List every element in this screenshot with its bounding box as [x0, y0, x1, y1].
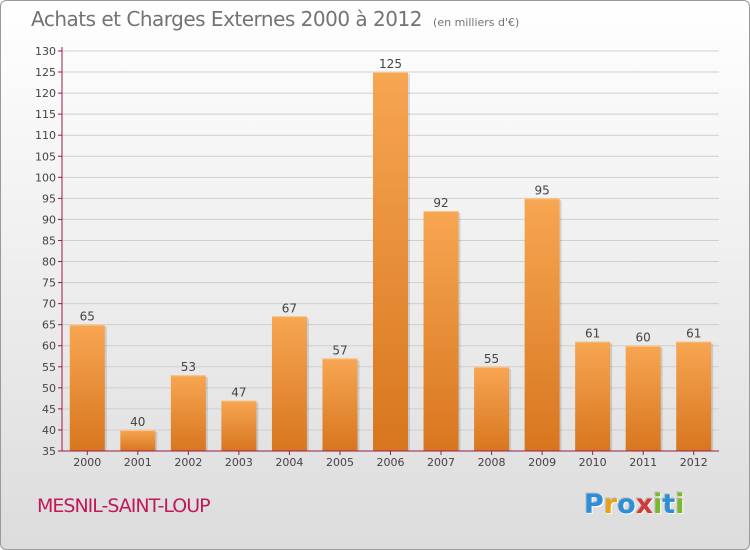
- x-tick-label: 2010: [579, 456, 607, 469]
- x-tick-label: 2005: [326, 456, 354, 469]
- brand-letter: x: [635, 489, 654, 520]
- bar: [322, 358, 358, 451]
- bar-value-label: 57: [332, 343, 347, 357]
- brand-letter: i: [675, 489, 685, 520]
- y-tick-label: 90: [42, 213, 56, 226]
- y-tick-label: 45: [42, 403, 56, 416]
- y-tick-label: 85: [42, 234, 56, 247]
- y-tick-label: 70: [42, 298, 56, 311]
- brand-letter: o: [617, 489, 636, 520]
- bar-value-label: 95: [534, 183, 549, 197]
- x-tick-label: 2009: [528, 456, 556, 469]
- bar-value-label: 40: [130, 415, 145, 429]
- brand-letter: P: [584, 489, 604, 520]
- y-tick-label: 40: [42, 424, 56, 437]
- bar: [271, 316, 307, 451]
- y-tick-label: 100: [35, 171, 56, 184]
- bar-value-label: 47: [231, 385, 246, 399]
- brand-letter: t: [662, 489, 676, 520]
- x-tick-label: 2011: [629, 456, 657, 469]
- bar-value-label: 125: [379, 57, 402, 71]
- x-tick-label: 2001: [124, 456, 152, 469]
- y-tick-label: 65: [42, 319, 56, 332]
- x-tick-label: 2008: [478, 456, 506, 469]
- x-tick-label: 2004: [275, 456, 303, 469]
- bar: [120, 429, 156, 451]
- y-tick-label: 60: [42, 340, 56, 353]
- brand-letter: i: [653, 489, 663, 520]
- x-tick-label: 2006: [377, 456, 405, 469]
- y-tick-label: 75: [42, 277, 56, 290]
- bar-value-label: 55: [484, 352, 499, 366]
- bar-value-label: 67: [282, 301, 297, 315]
- bar-value-label: 65: [80, 310, 95, 324]
- y-tick-label: 50: [42, 382, 56, 395]
- bar-value-label: 60: [636, 331, 651, 345]
- title-row: Achats et Charges Externes 2000 à 2012 (…: [31, 7, 519, 31]
- bar: [625, 345, 661, 451]
- bar-value-label: 61: [686, 327, 701, 341]
- x-tick-label: 2002: [174, 456, 202, 469]
- bar: [221, 400, 257, 451]
- y-tick-label: 120: [35, 87, 56, 100]
- y-tick-label: 95: [42, 192, 56, 205]
- commune-name: MESNIL-SAINT-LOUP: [37, 495, 211, 517]
- axes: 35 40 45 50 55 60 65 70 75 80 85 90 95 100 105 110 115 12…: [35, 45, 719, 469]
- bar: [575, 341, 611, 451]
- bar-value-label: 53: [181, 360, 196, 374]
- bar: [69, 324, 105, 451]
- bar: [170, 375, 206, 451]
- chart-unit: (en milliers d'€): [433, 16, 520, 29]
- x-tick-label: 2000: [73, 456, 101, 469]
- x-tick-label: 2012: [680, 456, 708, 469]
- bar-value-label: 61: [585, 327, 600, 341]
- bar-value-label: 92: [433, 196, 448, 210]
- y-tick-label: 110: [35, 129, 56, 142]
- y-tick-label: 80: [42, 256, 56, 269]
- bar: [373, 72, 408, 451]
- bar: [423, 211, 459, 451]
- y-tick-label: 105: [35, 150, 56, 163]
- y-tick-label: 35: [42, 445, 56, 458]
- bar: [676, 341, 712, 451]
- y-tick-label: 55: [42, 361, 56, 374]
- x-tick-label: 2007: [427, 456, 455, 469]
- bar: [474, 366, 510, 451]
- x-tick-label: 2003: [225, 456, 253, 469]
- y-tick-label: 115: [35, 108, 56, 121]
- chart-title: Achats et Charges Externes 2000 à 2012: [31, 7, 422, 31]
- brand-letter: r: [603, 489, 618, 520]
- bars: 65 40 53 47 67 57 125 92 55 95 61 60 61: [69, 57, 714, 451]
- brand-logo: Proxiti: [584, 489, 685, 520]
- y-tick-label: 125: [35, 66, 56, 79]
- bar: [524, 198, 560, 451]
- y-tick-label: 130: [35, 45, 56, 58]
